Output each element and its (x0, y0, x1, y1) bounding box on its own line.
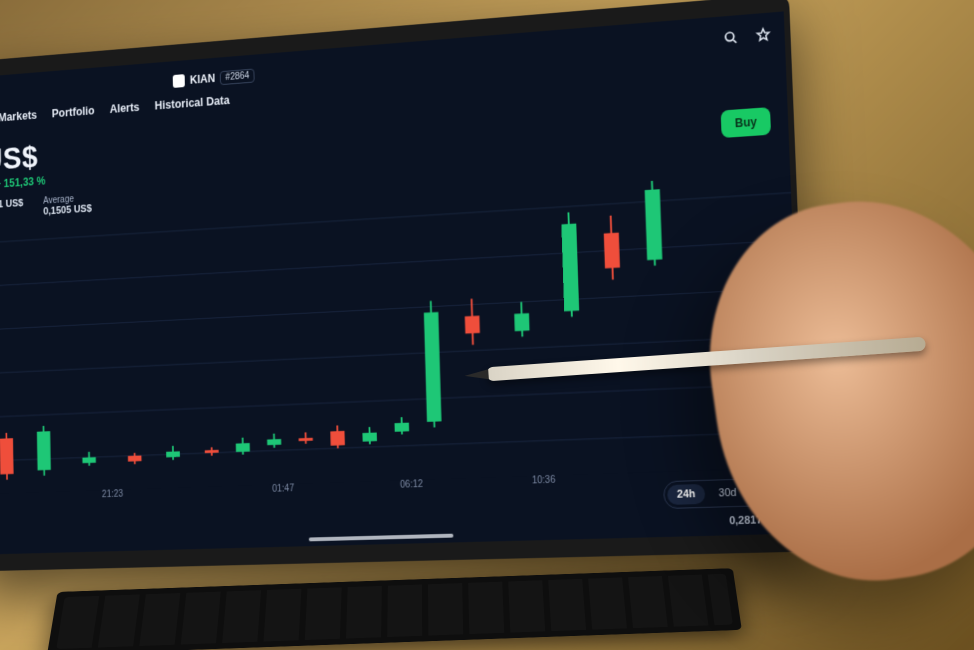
x-tick-label: 01:47 (272, 483, 294, 494)
stat-value: 3721 US$ (0, 198, 23, 212)
x-tick-label: 21:23 (102, 489, 123, 500)
price-header: US$ ▲ + 151,33 % 3721 US$Average0,1505 U… (0, 136, 92, 222)
ticker-symbol: KIAN (190, 72, 215, 87)
ticker-chip[interactable]: KIAN #2864 (173, 68, 255, 88)
app-screen: KIAN #2864 Markets Portfolio Alerts Histori… (0, 11, 805, 554)
home-indicator[interactable] (309, 534, 454, 542)
candlestick-chart[interactable]: 21:2301:4706:1210:36 (0, 169, 802, 495)
ticker-id: #2864 (220, 68, 255, 85)
buy-button[interactable]: Buy (721, 107, 771, 138)
search-icon[interactable] (722, 29, 738, 46)
ticker-dot-icon (173, 74, 185, 88)
nav-portfolio[interactable]: Portfolio (52, 104, 95, 125)
x-tick-label: 10:36 (532, 475, 556, 487)
tablet-frame: KIAN #2864 Markets Portfolio Alerts Histori… (0, 0, 811, 571)
x-tick-label: 06:12 (400, 479, 423, 490)
star-icon[interactable] (755, 26, 771, 43)
keyboard-surface (47, 568, 742, 650)
nav-markets[interactable]: Markets (0, 109, 37, 130)
nav-alerts[interactable]: Alerts (110, 101, 140, 122)
range-24h[interactable]: 24h (667, 484, 705, 505)
delta-percent: + 151,33 % (0, 174, 46, 190)
nav-historical-data[interactable]: Historical Data (155, 94, 230, 118)
